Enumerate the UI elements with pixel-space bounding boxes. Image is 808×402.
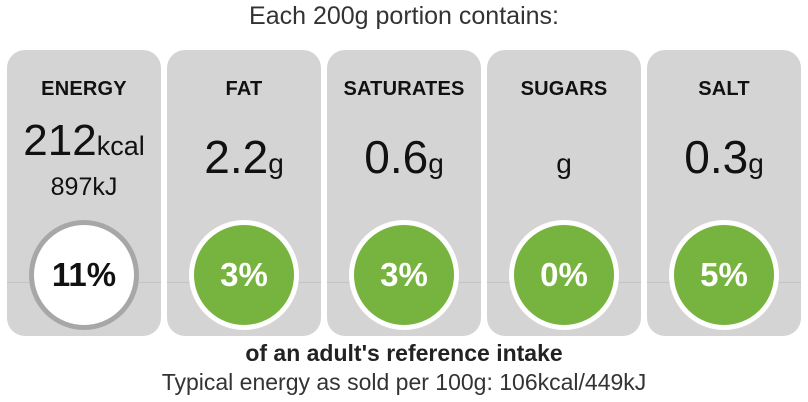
- nutrient-amount: 0.6g: [327, 130, 481, 184]
- nutrient-amount: g: [487, 130, 641, 184]
- portion-header: Each 200g portion contains:: [249, 2, 559, 30]
- nutrient-amount: 0.3g: [647, 130, 801, 184]
- nutrient-unit: g: [748, 148, 764, 179]
- percent-reference-intake-badge: 5%: [669, 220, 779, 330]
- nutrient-name: SALT: [698, 78, 750, 100]
- nutrient-amount: 212kcal: [7, 116, 161, 166]
- nutrient-card-fat: FAT 2.2g 3%: [167, 50, 321, 336]
- nutrient-card-salt: SALT 0.3g 5%: [647, 50, 801, 336]
- nutrient-value: 0.6: [364, 131, 429, 183]
- percent-reference-intake-badge: 11%: [29, 220, 139, 330]
- percent-reference-intake-badge: 3%: [189, 220, 299, 330]
- nutrient-value: 212: [23, 116, 97, 165]
- percent-reference-intake-badge: 3%: [349, 220, 459, 330]
- nutrient-name: FAT: [225, 78, 263, 100]
- nutrient-value: 0.3: [684, 131, 749, 183]
- nutrient-cards: ENERGY 212kcal 897kJ 11% FAT 2.2g 3% SAT…: [7, 50, 801, 336]
- nutrient-value: 2.2: [204, 131, 269, 183]
- nutrient-card-sugars: SUGARS g 0%: [487, 50, 641, 336]
- percent-reference-intake-badge: 0%: [509, 220, 619, 330]
- nutrient-secondary-value: 897kJ: [50, 173, 118, 201]
- nutrient-amount: 2.2g: [167, 130, 321, 184]
- nutrient-unit: g: [268, 148, 284, 179]
- nutrient-name: SATURATES: [343, 78, 465, 100]
- nutrient-card-saturates: SATURATES 0.6g 3%: [327, 50, 481, 336]
- nutrient-name: ENERGY: [41, 78, 127, 100]
- nutrient-unit: g: [556, 148, 572, 179]
- nutrient-name: SUGARS: [520, 78, 608, 100]
- reference-intake-caption: of an adult's reference intake: [245, 340, 563, 366]
- typical-energy-note: Typical energy as sold per 100g: 106kcal…: [161, 369, 647, 395]
- nutrient-card-energy: ENERGY 212kcal 897kJ 11%: [7, 50, 161, 336]
- nutrient-unit: kcal: [96, 131, 145, 161]
- nutrient-unit: g: [428, 148, 444, 179]
